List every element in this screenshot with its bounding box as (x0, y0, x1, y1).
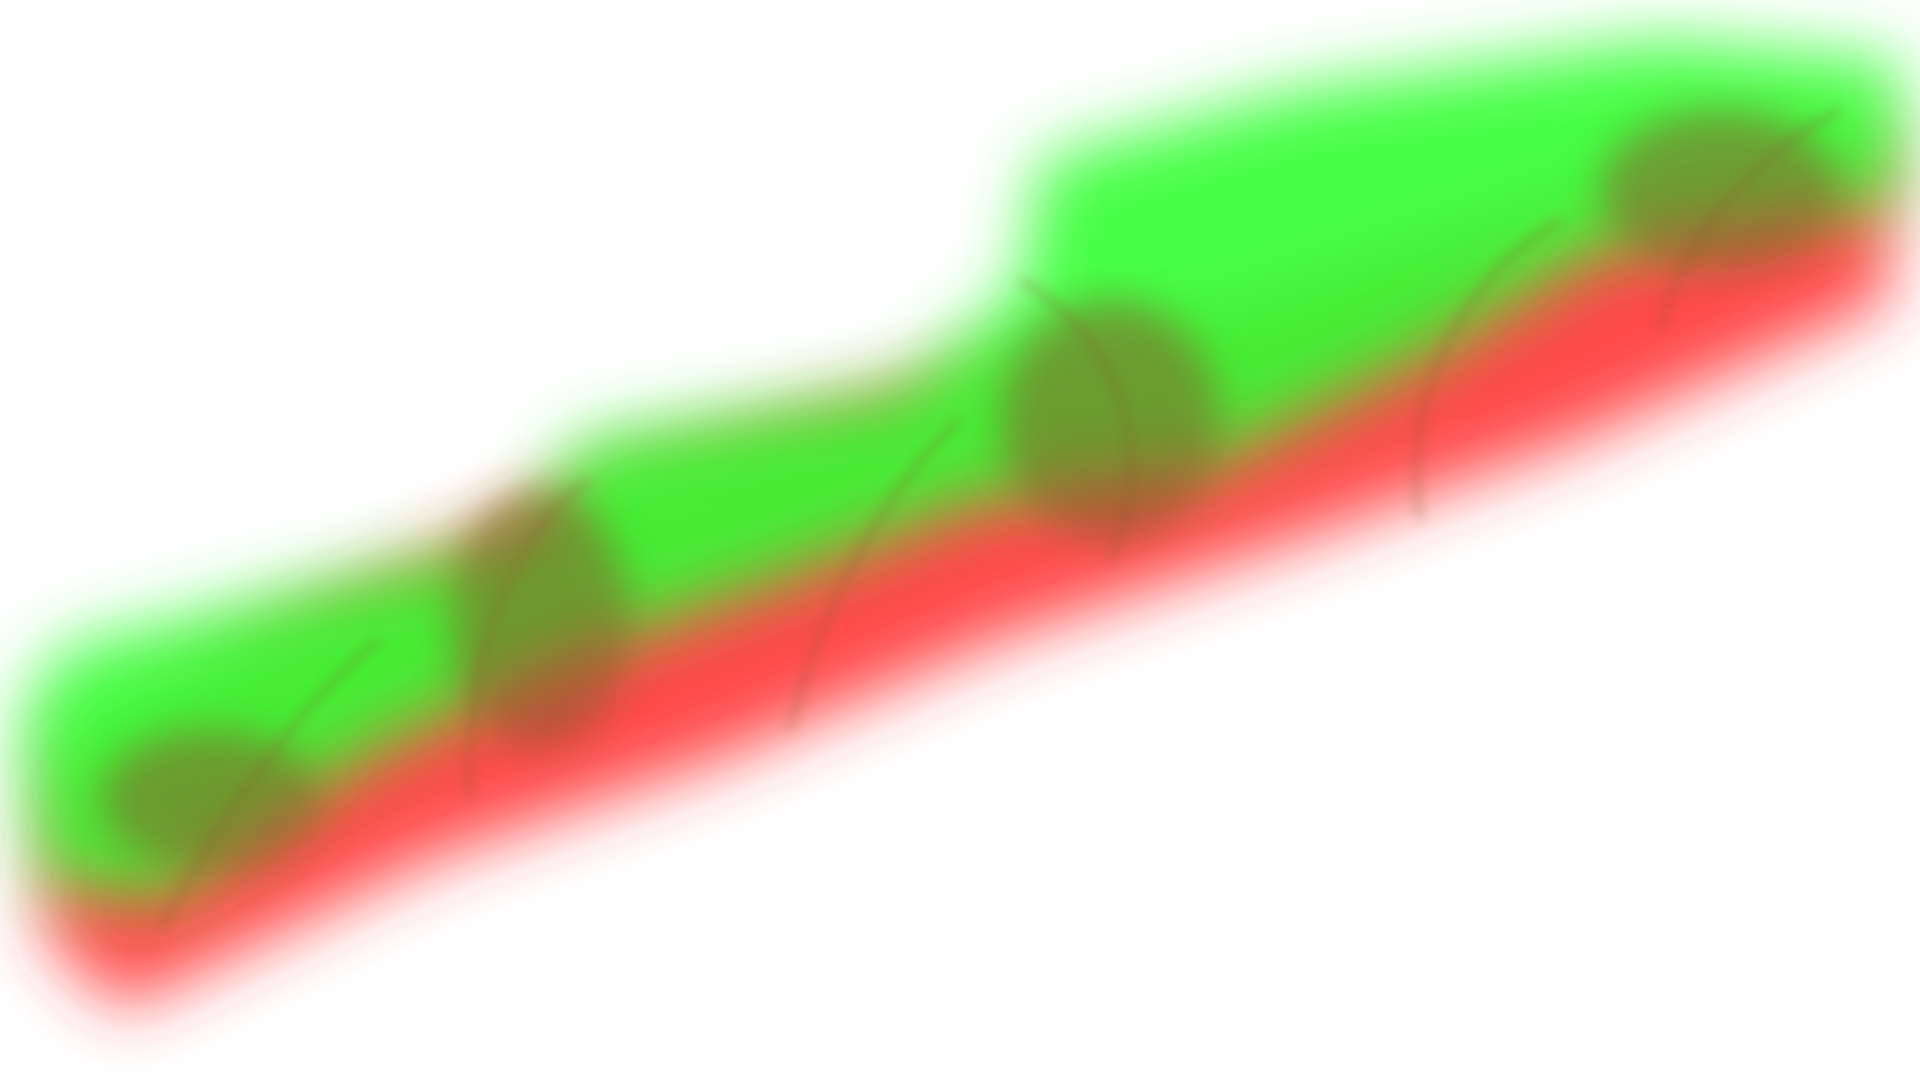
swirl-lobe-3 (1000, 300, 1220, 540)
swirl-curve-3 (787, 418, 962, 731)
mixed-field-layer (100, 110, 1840, 870)
swirl-outlines (157, 107, 1842, 932)
red-field-lower-band (40, 130, 1890, 1010)
swirl-lobe-1 (100, 730, 320, 870)
swirl-curve-4 (1018, 277, 1134, 561)
swirl-curve-2 (466, 477, 592, 801)
red-field-layer (40, 130, 1890, 1010)
swirl-lobe-2 (450, 490, 630, 750)
swirl-curve-6 (1657, 107, 1842, 331)
swirl-curve-1 (157, 638, 382, 932)
swirl-curve-5 (1413, 217, 1562, 521)
